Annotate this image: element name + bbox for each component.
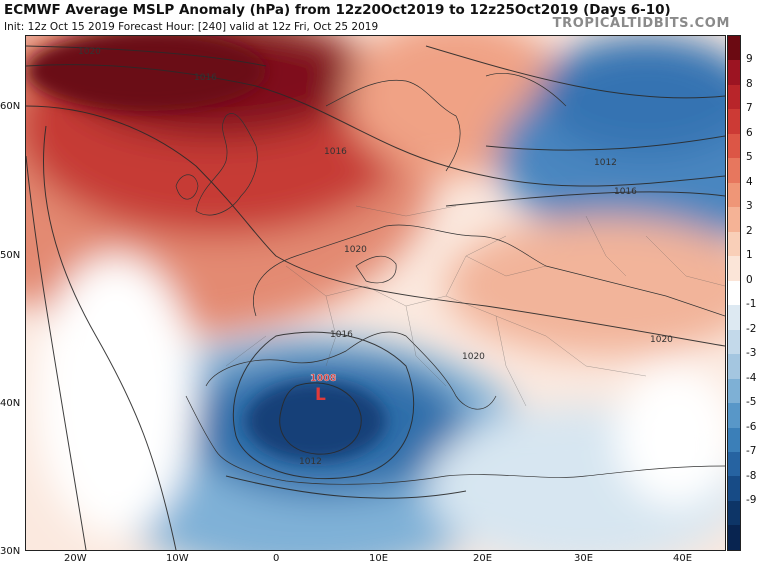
colorbar-segment xyxy=(728,305,740,330)
colorbar-tick: 7 xyxy=(746,102,753,115)
colorbar-tick: -8 xyxy=(746,469,757,482)
lon-label: 0 xyxy=(273,553,280,564)
anomaly-core xyxy=(26,36,386,461)
colorbar-tick: -7 xyxy=(746,445,757,458)
lon-label: 20E xyxy=(473,553,493,564)
isobar-labels: 1020 1016 1016 1020 1016 1012 1016 1020 … xyxy=(78,47,673,467)
colorbar-tick: -3 xyxy=(746,347,757,360)
colorbar-tick: 8 xyxy=(746,77,753,90)
isobar-label: 1020 xyxy=(462,352,485,362)
colorbar-segment xyxy=(728,500,740,526)
isobar-label: 1020 xyxy=(78,47,101,57)
colorbar-segment xyxy=(728,354,740,379)
colorbar-tick: 2 xyxy=(746,224,753,237)
anomaly-map: 1020 1016 1016 1020 1016 1012 1016 1020 … xyxy=(25,35,726,551)
colorbar-tick: -2 xyxy=(746,322,757,335)
colorbar-tick: 5 xyxy=(746,151,753,164)
colorbar-segment xyxy=(728,403,740,428)
isobar-label: 1016 xyxy=(330,330,353,340)
colorbar-segment xyxy=(728,182,740,208)
isobar-label: 1012 xyxy=(299,457,322,467)
colorbar-segment xyxy=(728,207,740,232)
colorbar-tick: -1 xyxy=(746,298,757,311)
lat-label: 50N xyxy=(0,250,21,261)
lon-label: 40E xyxy=(673,553,693,564)
isobar-label: 1016 xyxy=(194,73,217,83)
low-pressure-value: 1008 xyxy=(310,373,337,384)
colorbar-tick: 1 xyxy=(746,249,753,262)
isobar-label: 1012 xyxy=(594,158,617,168)
colorbar-tick: -5 xyxy=(746,396,757,409)
colorbar-segment xyxy=(728,84,740,110)
colorbar-tick: -6 xyxy=(746,420,757,433)
colorbar-segment xyxy=(728,476,740,501)
chart-title: ECMWF Average MSLP Anomaly (hPa) from 12… xyxy=(4,2,671,18)
colorbar-segment xyxy=(728,427,740,452)
colorbar-tick: 0 xyxy=(746,273,753,286)
isobar-label: 1016 xyxy=(324,147,347,157)
low-pressure-letter: L xyxy=(315,385,326,405)
colorbar-tick: 3 xyxy=(746,200,753,213)
isobars xyxy=(26,45,725,550)
colorbar-segment xyxy=(728,280,740,306)
colorbar-segment xyxy=(728,256,740,281)
isobar-label: 1020 xyxy=(344,245,367,255)
colorbar-tick: 9 xyxy=(746,53,753,66)
colorbar xyxy=(727,35,741,551)
lon-label: 20W xyxy=(64,553,87,564)
colorbar-segment xyxy=(728,60,740,85)
chart-subtitle: Init: 12z Oct 15 2019 Forecast Hour: [24… xyxy=(4,21,379,33)
lat-label: 40N xyxy=(0,398,21,409)
site-brand[interactable]: TROPICALTIDBITS.COM xyxy=(552,16,730,31)
colorbar-segment xyxy=(728,231,740,257)
isobar-label: 1016 xyxy=(614,187,637,197)
lat-label: 60N xyxy=(0,101,21,112)
colorbar-segment xyxy=(728,133,740,159)
colorbar-tick: 4 xyxy=(746,175,753,188)
colorbar-tick: 6 xyxy=(746,126,753,139)
colorbar-tick: -9 xyxy=(746,494,757,507)
colorbar-segment xyxy=(728,36,740,61)
borders xyxy=(225,205,725,407)
colorbar-segment xyxy=(728,329,740,355)
map-canvas: 1020 1016 1016 1020 1016 1012 1016 1020 … xyxy=(26,36,725,550)
lat-label: 30N xyxy=(0,546,21,557)
colorbar-segment xyxy=(728,451,740,477)
lon-label: 10E xyxy=(369,553,389,564)
colorbar-segment xyxy=(728,378,740,404)
colorbar-segment xyxy=(728,525,740,550)
lon-label: 30E xyxy=(574,553,594,564)
lon-label: 10W xyxy=(166,553,189,564)
colorbar-tick: -4 xyxy=(746,371,757,384)
isobar-label: 1020 xyxy=(650,335,673,345)
colorbar-segment xyxy=(728,109,740,134)
low-pressure-marker[interactable]: 1008 L xyxy=(310,373,337,405)
colorbar-segment xyxy=(728,158,740,183)
